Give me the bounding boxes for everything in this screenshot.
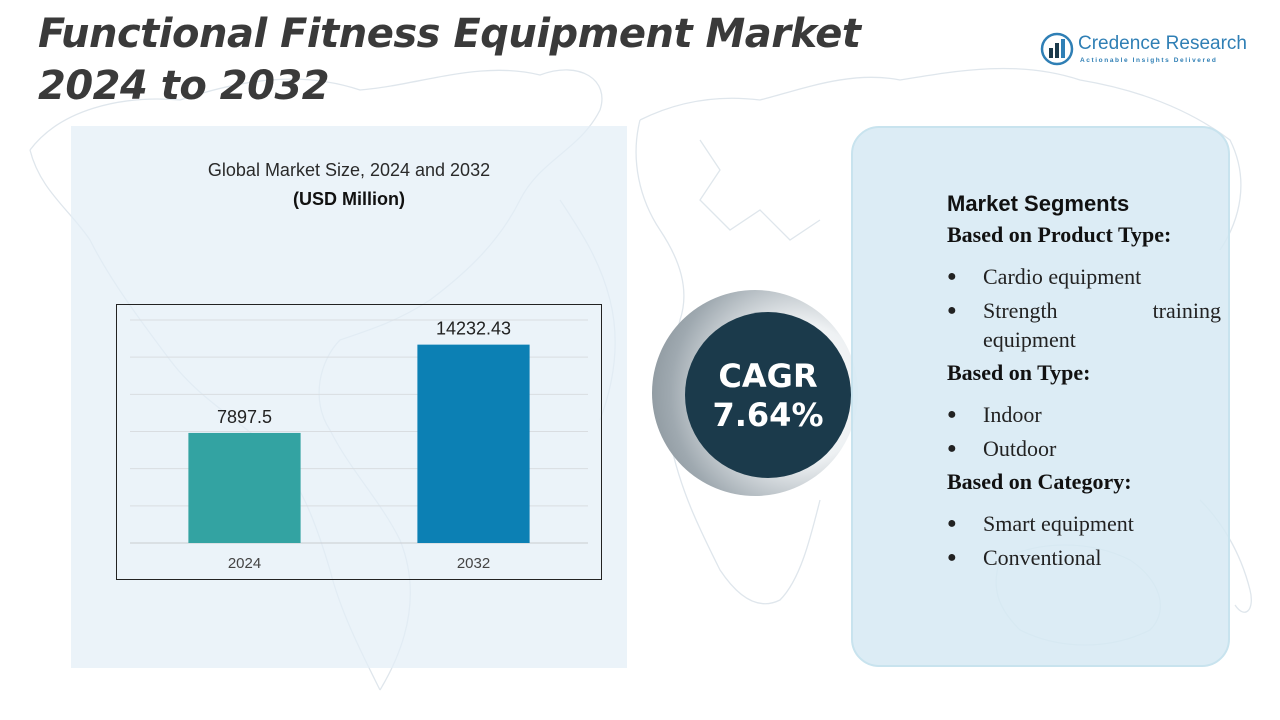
bar-chart: 7897.5 2024 14232.43 2032 bbox=[130, 319, 588, 572]
data-label-2024: 7897.5 bbox=[217, 407, 272, 427]
x-tick-label-2032: 2032 bbox=[457, 555, 490, 572]
cagr-label: CAGR bbox=[718, 357, 818, 395]
segment-item-label: Strength training equipment bbox=[983, 298, 1221, 352]
chart-title: Global Market Size, 2024 and 2032 bbox=[207, 160, 491, 180]
logo-name: Credence Research bbox=[1078, 33, 1247, 54]
bullet-icon: ● bbox=[947, 549, 957, 566]
segment-item-label: Outdoor bbox=[983, 436, 1057, 461]
segment-group-title: Based on Type: bbox=[947, 360, 1091, 385]
bar-2032 bbox=[417, 344, 530, 543]
chart-unit: (USD Million) bbox=[293, 189, 405, 209]
chart-panel: Global Market Size, 2024 and 2032 (USD M… bbox=[71, 126, 627, 668]
x-tick-label-2024: 2024 bbox=[228, 555, 261, 572]
bullet-icon: ● bbox=[947, 302, 957, 319]
bullet-icon: ● bbox=[947, 268, 957, 285]
bar-chart-icon bbox=[1040, 32, 1074, 66]
segment-item-label: Conventional bbox=[983, 545, 1102, 570]
page-title: Functional Fitness Equipment Market 2024… bbox=[38, 11, 861, 109]
brand-logo: Credence Research Actionable Insights De… bbox=[1040, 30, 1260, 70]
segment-group-title: Based on Product Type: bbox=[947, 222, 1172, 247]
cagr-value: 7.64% bbox=[712, 396, 824, 434]
segment-item-label: Smart equipment bbox=[983, 511, 1134, 536]
segments-panel bbox=[851, 126, 1230, 667]
bar-2024 bbox=[188, 432, 301, 543]
segment-item-label: Indoor bbox=[983, 402, 1042, 427]
bullet-icon: ● bbox=[947, 440, 957, 457]
cagr-badge: CAGR 7.64% bbox=[685, 312, 851, 478]
segment-item-label: Cardio equipment bbox=[983, 264, 1142, 289]
bullet-icon: ● bbox=[947, 406, 957, 423]
chart-frame bbox=[116, 304, 602, 580]
segments-heading: Market Segments bbox=[947, 191, 1130, 216]
segment-group-title: Based on Category: bbox=[947, 469, 1132, 494]
data-label-2032: 14232.43 bbox=[436, 319, 511, 339]
logo-tagline: Actionable Insights Delivered bbox=[1080, 57, 1218, 64]
bullet-icon: ● bbox=[947, 515, 957, 532]
